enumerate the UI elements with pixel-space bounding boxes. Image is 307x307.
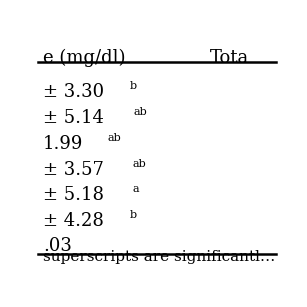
Text: e (mg/dl): e (mg/dl) (43, 49, 126, 67)
Text: 1.99: 1.99 (43, 135, 84, 153)
Text: ± 3.30: ± 3.30 (43, 83, 104, 101)
Text: ab: ab (107, 133, 121, 142)
Text: .03: .03 (43, 237, 72, 255)
Text: a: a (132, 184, 139, 194)
Text: b: b (130, 80, 137, 91)
Text: Tota: Tota (210, 49, 249, 67)
Text: superscripts are significantl…: superscripts are significantl… (43, 250, 275, 264)
Text: ab: ab (134, 107, 147, 117)
Text: ± 3.57: ± 3.57 (43, 161, 104, 179)
Text: ± 5.14: ± 5.14 (43, 109, 104, 127)
Text: ± 4.28: ± 4.28 (43, 212, 104, 230)
Text: b: b (130, 210, 137, 220)
Text: ± 5.18: ± 5.18 (43, 186, 104, 204)
Text: ab: ab (132, 159, 146, 169)
